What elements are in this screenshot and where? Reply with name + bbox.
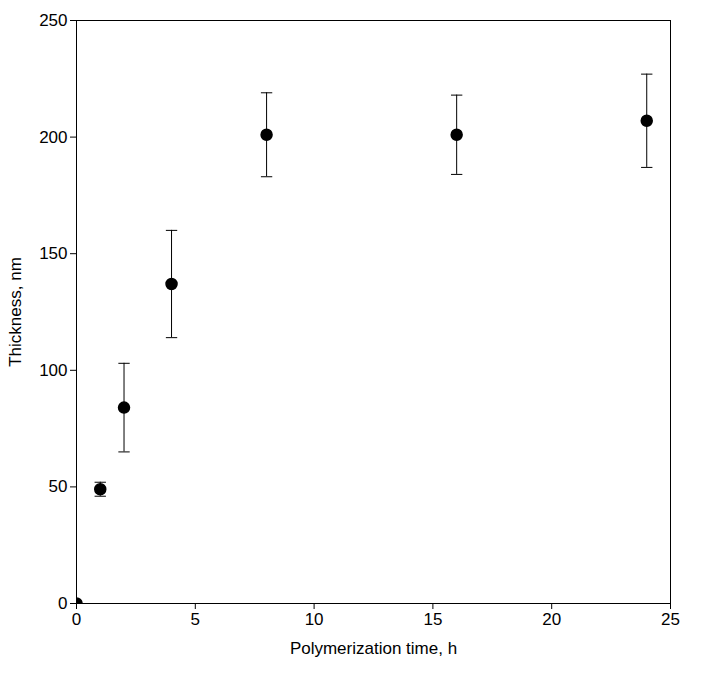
svg-text:0: 0 bbox=[58, 594, 67, 613]
svg-text:5: 5 bbox=[191, 610, 200, 629]
svg-text:100: 100 bbox=[39, 361, 67, 380]
svg-text:250: 250 bbox=[39, 11, 67, 30]
svg-text:10: 10 bbox=[305, 610, 324, 629]
svg-text:0: 0 bbox=[72, 610, 81, 629]
svg-text:15: 15 bbox=[423, 610, 442, 629]
svg-text:200: 200 bbox=[39, 128, 67, 147]
svg-text:Thickness, nm: Thickness, nm bbox=[6, 257, 25, 367]
svg-text:150: 150 bbox=[39, 244, 67, 263]
svg-text:25: 25 bbox=[661, 610, 680, 629]
svg-text:Polymerization time, h: Polymerization time, h bbox=[290, 639, 457, 658]
svg-text:50: 50 bbox=[49, 477, 68, 496]
svg-text:20: 20 bbox=[542, 610, 561, 629]
